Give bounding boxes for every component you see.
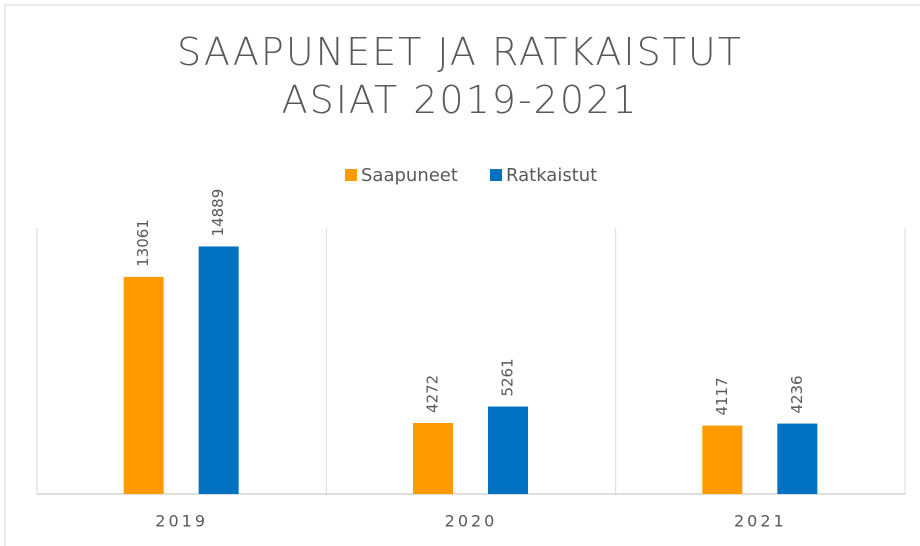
data-label: 4272 — [424, 375, 442, 413]
legend-label: Saapuneet — [361, 165, 458, 186]
bar — [488, 406, 528, 494]
data-label: 4236 — [788, 375, 806, 413]
bar — [123, 276, 164, 494]
chart-title: SAAPUNEET JA RATKAISTUT ASIAT 2019-2021 — [177, 30, 743, 122]
data-label: 4117 — [713, 377, 731, 415]
x-tick-label: 2019 — [155, 512, 208, 531]
bar — [413, 422, 453, 494]
data-label: 5261 — [499, 358, 517, 396]
legend-swatch — [345, 169, 357, 181]
x-tick-label: 2021 — [734, 512, 787, 531]
bar — [777, 423, 818, 494]
legend-swatch — [490, 169, 502, 181]
bar — [198, 246, 239, 494]
legend-label: Ratkaistut — [506, 165, 597, 186]
bar — [702, 425, 743, 494]
x-tick-label: 2020 — [445, 512, 498, 531]
chart-border — [4, 4, 920, 546]
data-label: 13061 — [134, 219, 152, 267]
data-label: 14889 — [209, 189, 227, 237]
